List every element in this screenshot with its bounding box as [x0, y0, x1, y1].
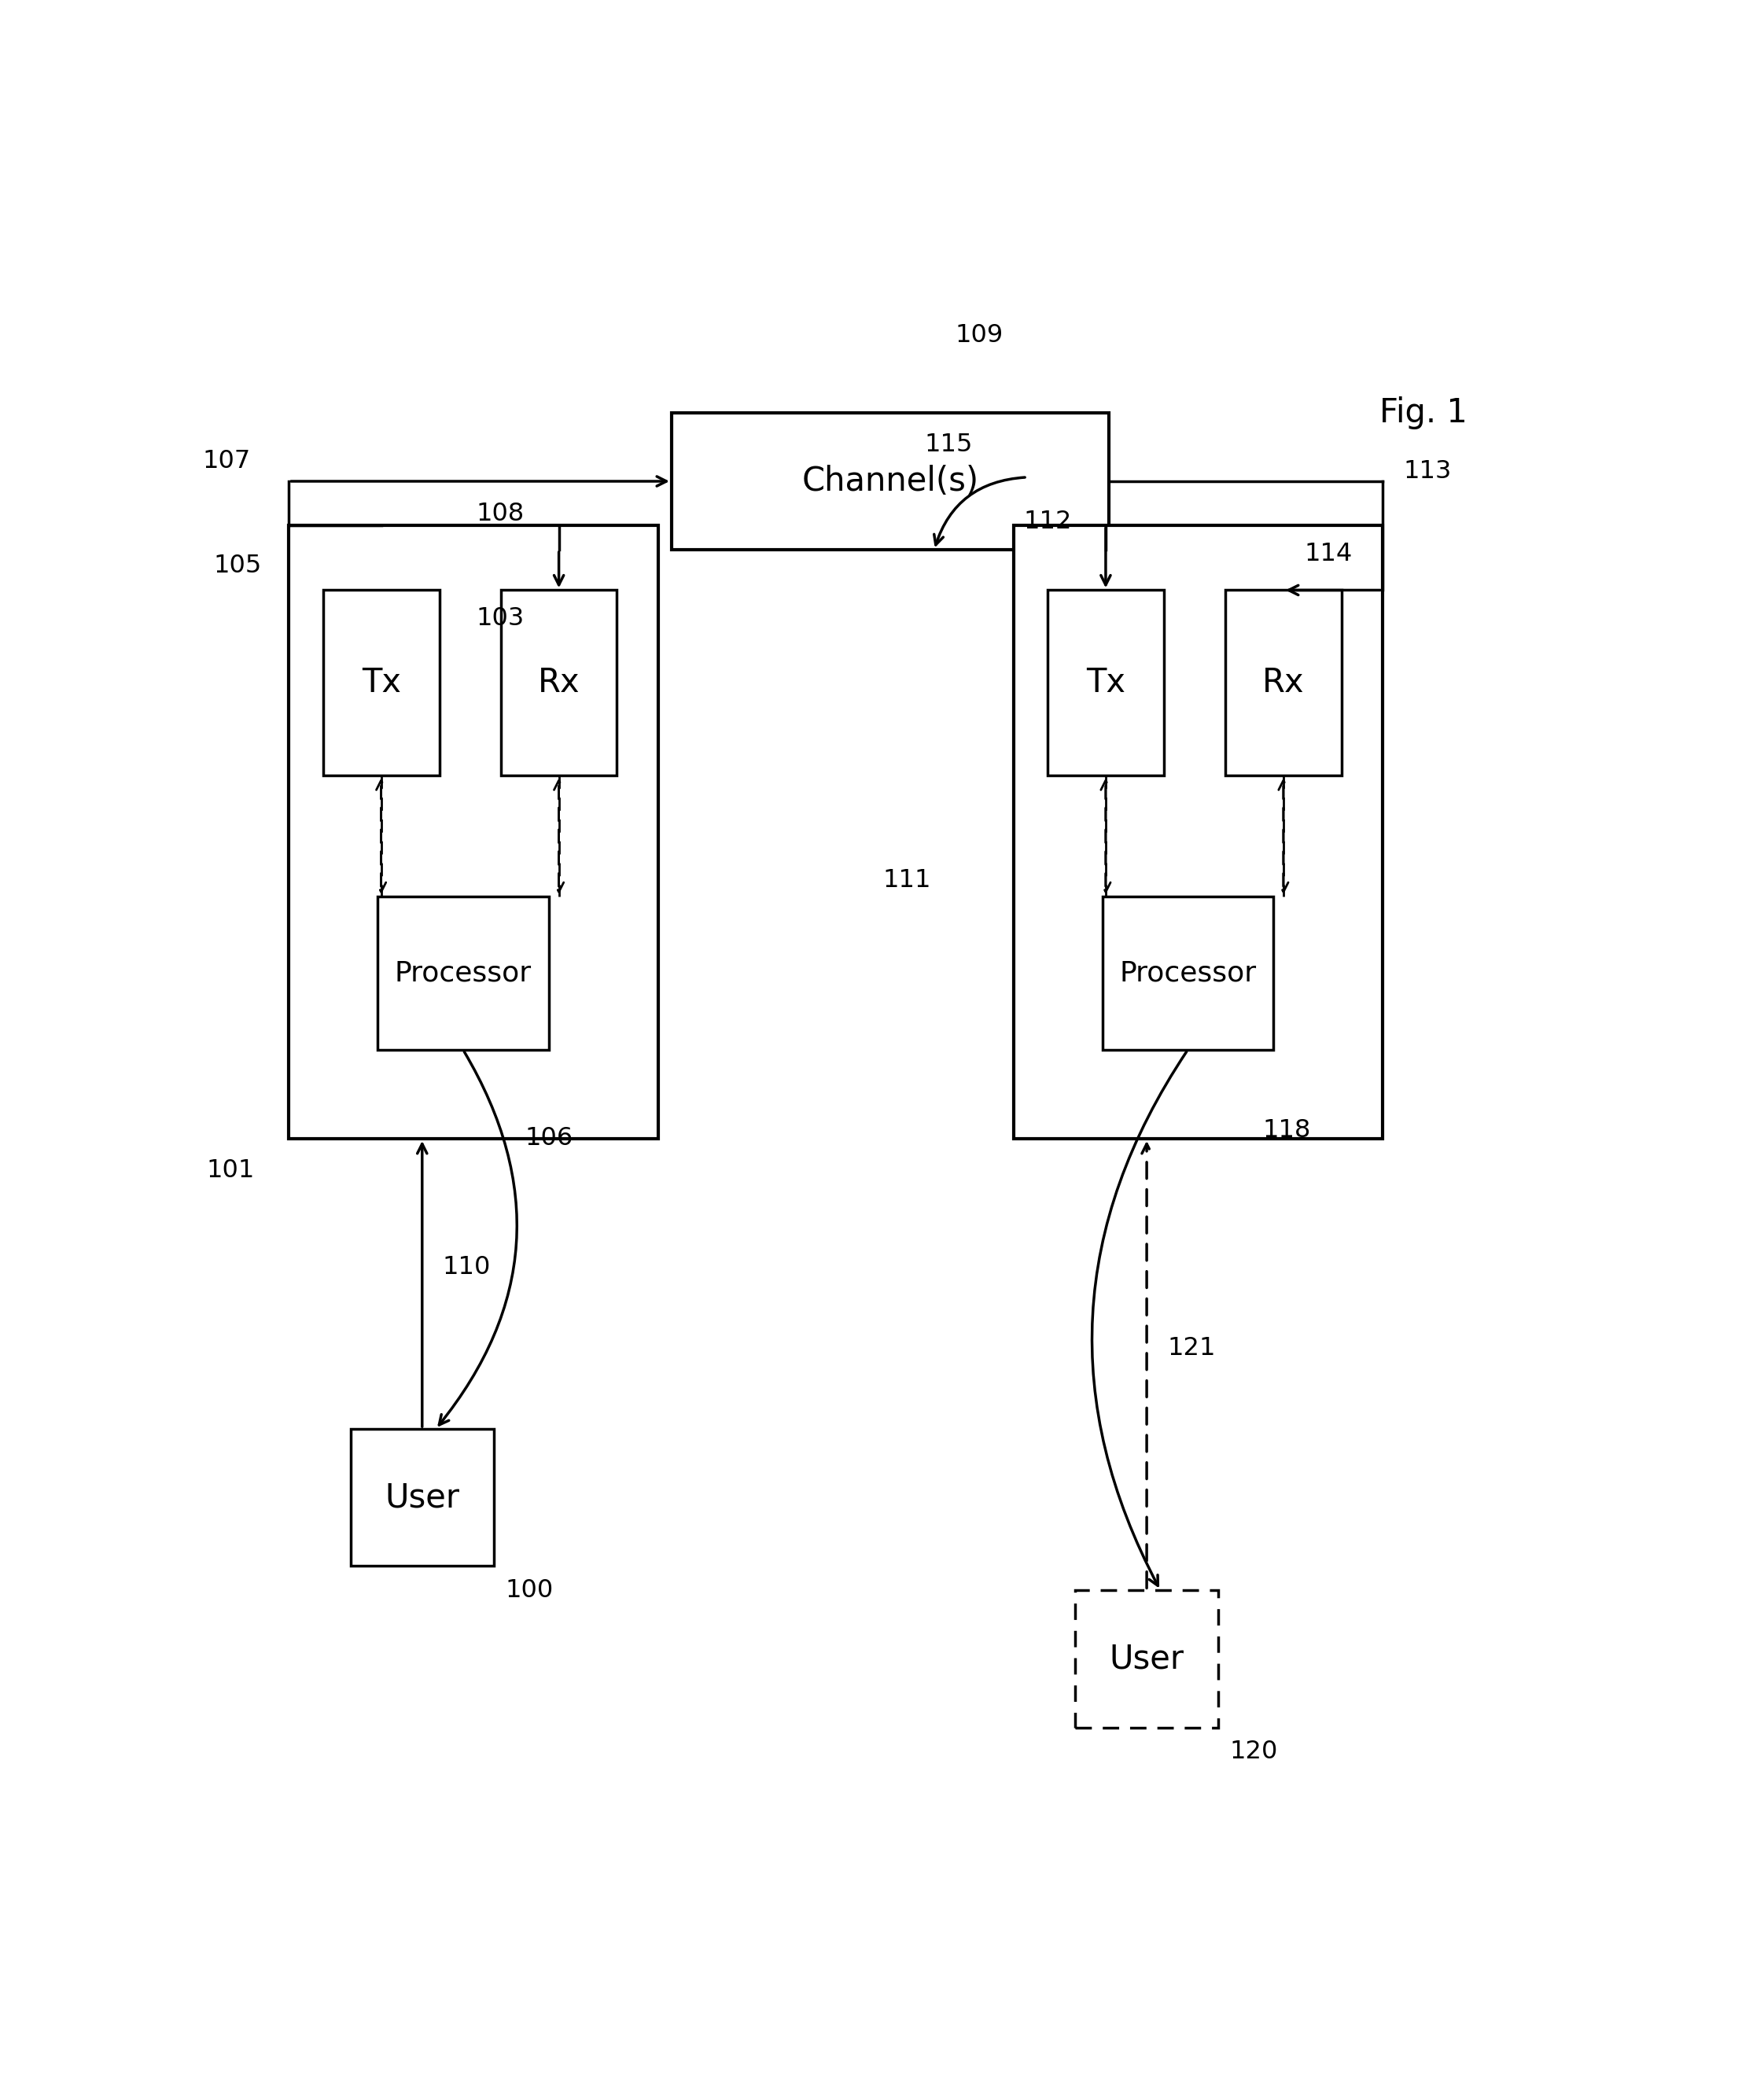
Text: Tx: Tx	[1087, 666, 1125, 700]
Text: 100: 100	[505, 1578, 554, 1603]
Text: 103: 103	[476, 605, 524, 631]
Text: Processor: Processor	[395, 960, 531, 987]
Text: 113: 113	[1402, 459, 1452, 484]
Text: Channel(s): Channel(s)	[803, 465, 979, 499]
Text: Tx: Tx	[362, 666, 400, 700]
Text: 101: 101	[206, 1159, 254, 1184]
Text: 105: 105	[213, 553, 261, 578]
Bar	[1102, 897, 1274, 1050]
Text: 112: 112	[1023, 509, 1071, 534]
Text: 108: 108	[476, 501, 524, 526]
Bar	[1074, 1590, 1219, 1728]
Bar	[501, 591, 617, 775]
Bar	[377, 897, 549, 1050]
Text: Fig. 1: Fig. 1	[1379, 396, 1468, 429]
Text: 111: 111	[884, 867, 931, 892]
Bar	[351, 1429, 494, 1567]
Text: User: User	[1110, 1642, 1184, 1676]
Text: User: User	[385, 1481, 459, 1515]
Text: 107: 107	[203, 448, 250, 473]
Bar	[323, 591, 439, 775]
Text: 118: 118	[1263, 1119, 1311, 1142]
Text: 106: 106	[524, 1127, 573, 1150]
Bar	[1226, 591, 1341, 775]
Text: 110: 110	[443, 1255, 490, 1280]
Bar	[1013, 526, 1383, 1140]
Text: 114: 114	[1304, 543, 1351, 566]
Text: 109: 109	[954, 323, 1004, 348]
Bar	[1048, 591, 1164, 775]
Text: 121: 121	[1168, 1337, 1215, 1360]
Text: 120: 120	[1230, 1739, 1277, 1764]
Text: Rx: Rx	[538, 666, 580, 700]
Text: Rx: Rx	[1263, 666, 1305, 700]
Text: 115: 115	[924, 434, 972, 457]
Text: Processor: Processor	[1118, 960, 1256, 987]
Bar	[289, 526, 658, 1140]
Bar	[672, 413, 1110, 549]
